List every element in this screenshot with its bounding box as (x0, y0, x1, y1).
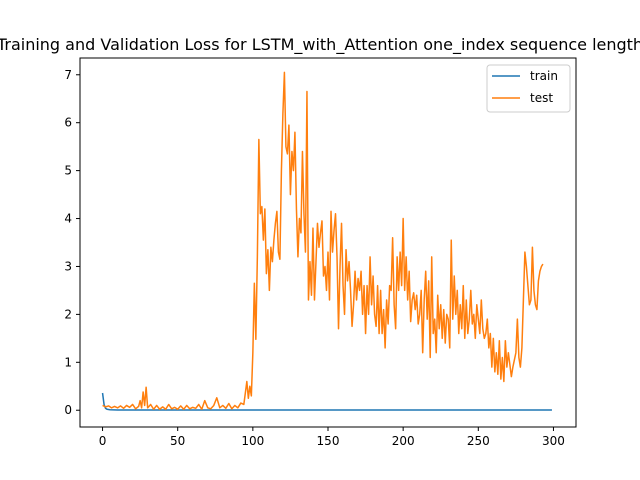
y-tick-label: 7 (64, 68, 72, 82)
y-tick-label: 2 (64, 307, 72, 321)
y-tick-label: 1 (64, 355, 72, 369)
y-tick-label: 6 (64, 116, 72, 130)
legend-label-train: train (530, 69, 558, 83)
x-axis: 0 50 100 150 200 250 300 (99, 427, 565, 448)
y-axis: 0 1 2 3 4 5 6 7 (64, 68, 80, 417)
y-tick-label: 5 (64, 164, 72, 178)
series-line-test (102, 71, 544, 411)
x-tick-label: 150 (317, 434, 340, 448)
x-tick-label: 250 (467, 434, 490, 448)
plot-frame (79, 57, 577, 428)
y-tick-label: 0 (64, 403, 72, 417)
legend: train test (486, 64, 571, 113)
chart-title: Training and Validation Loss for LSTM_wi… (0, 35, 640, 55)
x-tick-label: 100 (241, 434, 264, 448)
legend-label-test: test (530, 91, 553, 105)
y-tick-label: 4 (64, 212, 72, 226)
x-tick-label: 300 (542, 434, 565, 448)
x-tick-label: 200 (392, 434, 415, 448)
y-tick-label: 3 (64, 259, 72, 273)
series-line-train (101, 392, 552, 411)
series-layer (101, 71, 552, 411)
x-tick-label: 50 (170, 434, 185, 448)
x-tick-label: 0 (99, 434, 107, 448)
